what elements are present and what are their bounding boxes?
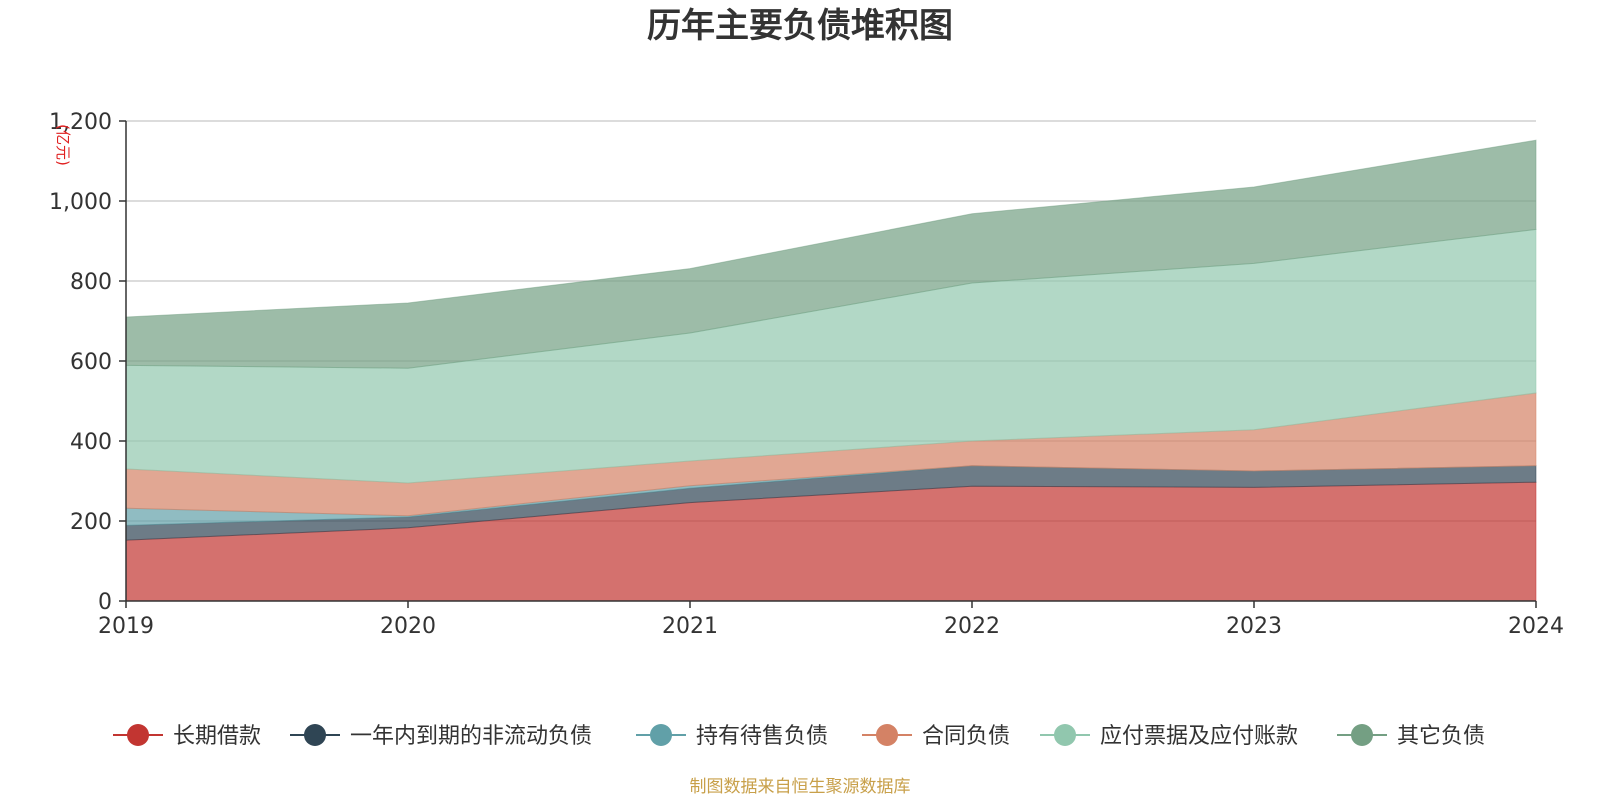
y-tick-label: 0 xyxy=(98,590,112,615)
y-tick-label: 200 xyxy=(70,510,112,535)
legend-marker-icon xyxy=(1351,724,1373,746)
y-tick-label: 400 xyxy=(70,430,112,455)
y-tick-label: 1,200 xyxy=(49,110,112,135)
legend-label: 长期借款 xyxy=(173,724,261,749)
legend-item-4[interactable]: 合同负债 xyxy=(862,724,1010,749)
legend-label: 其它负债 xyxy=(1397,724,1485,749)
x-tick-label: 2023 xyxy=(1226,614,1282,639)
y-tick-label: 600 xyxy=(70,350,112,375)
legend-item-1[interactable]: 长期借款 xyxy=(113,724,261,749)
area-series-6 xyxy=(125,139,1537,369)
y-axis-ticks: 0 200 400 600 800 1,000 1,200 xyxy=(49,110,126,615)
legend-item-6[interactable]: 其它负债 xyxy=(1337,724,1485,749)
y-tick-label: 800 xyxy=(70,270,112,295)
legend-marker-icon xyxy=(876,724,898,746)
legend-marker-icon xyxy=(650,724,672,746)
legend-marker-icon xyxy=(1054,724,1076,746)
x-tick-label: 2022 xyxy=(944,614,1000,639)
legend-label: 合同负债 xyxy=(922,724,1010,749)
x-axis-ticks: 2019 2020 2021 2022 2023 2024 xyxy=(98,601,1564,639)
series-areas xyxy=(125,139,1537,602)
legend-item-5[interactable]: 应付票据及应付账款 xyxy=(1040,724,1298,749)
legend-item-3[interactable]: 持有待售负债 xyxy=(636,724,828,749)
chart-title: 历年主要负债堆积图 xyxy=(647,6,953,46)
x-tick-label: 2019 xyxy=(98,614,154,639)
legend-item-2[interactable]: 一年内到期的非流动负债 xyxy=(290,724,592,749)
y-axis-unit: (亿元) xyxy=(54,124,72,166)
legend-marker-icon xyxy=(127,724,149,746)
legend-marker-icon xyxy=(304,724,326,746)
y-tick-label: 1,000 xyxy=(49,190,112,215)
x-tick-label: 2024 xyxy=(1508,614,1564,639)
legend-label: 持有待售负债 xyxy=(696,724,828,749)
legend-label: 应付票据及应付账款 xyxy=(1100,724,1298,749)
data-source-note: 制图数据来自恒生聚源数据库 xyxy=(690,777,911,797)
legend-label: 一年内到期的非流动负债 xyxy=(350,724,592,749)
legend: 长期借款 一年内到期的非流动负债 持有待售负债 合同负债 应付票据及应付账款 其它负债 xyxy=(113,724,1485,749)
x-tick-label: 2021 xyxy=(662,614,718,639)
x-tick-label: 2020 xyxy=(380,614,436,639)
